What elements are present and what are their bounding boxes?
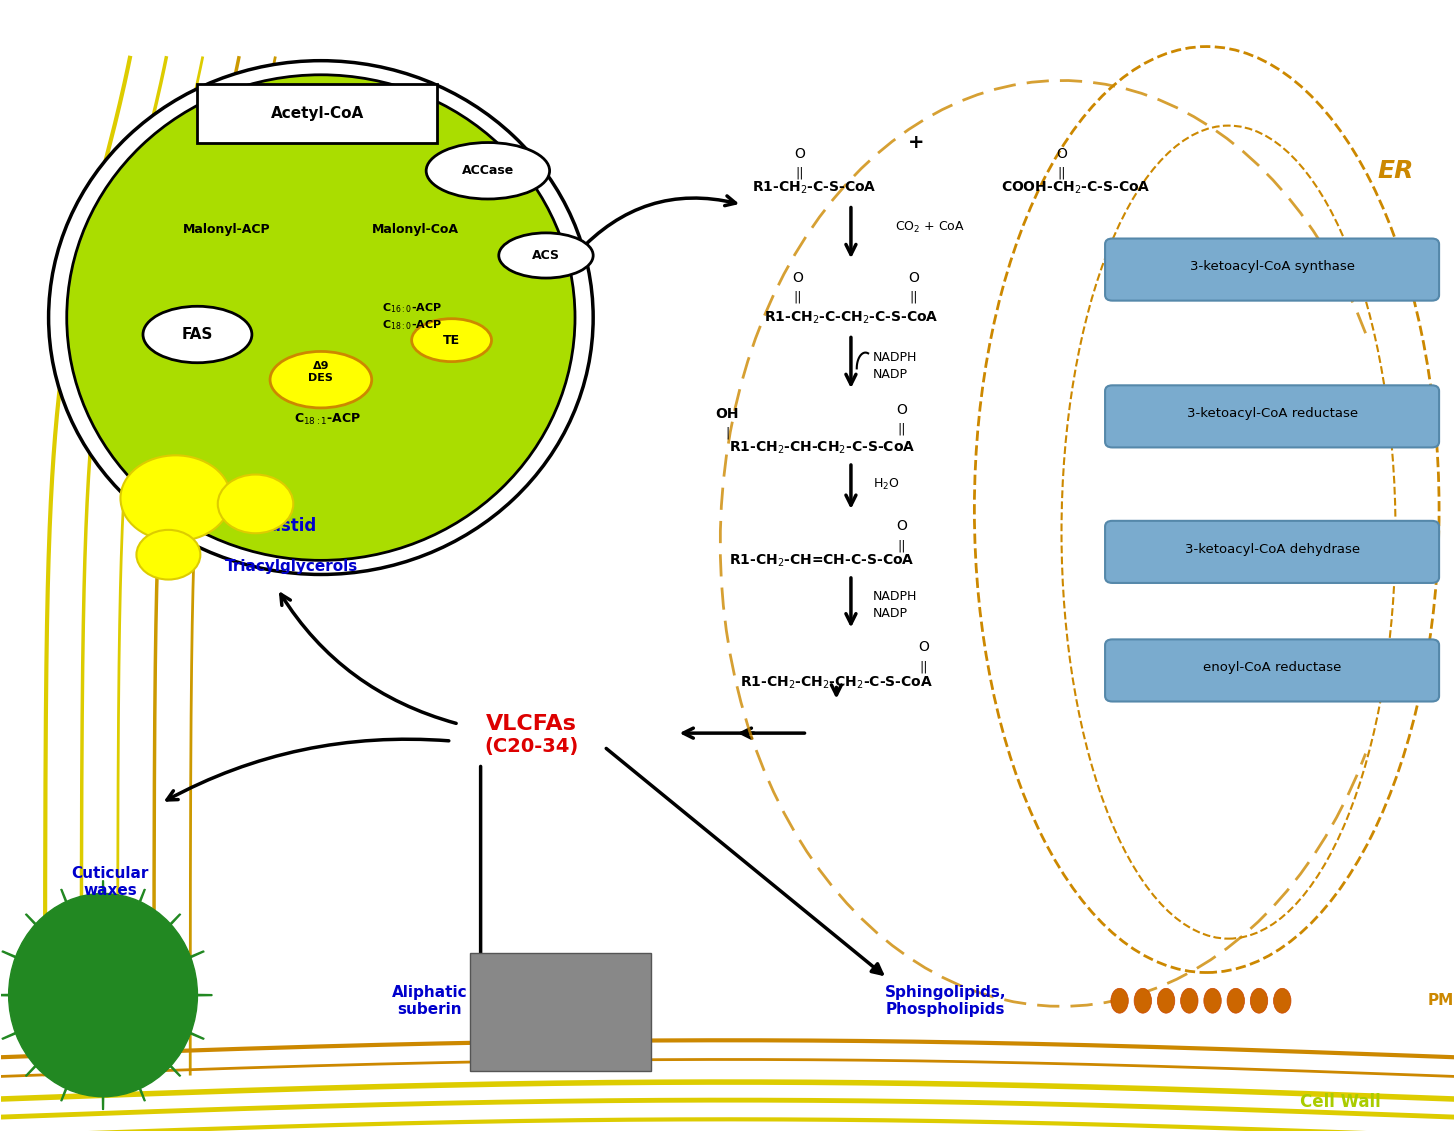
Ellipse shape (9, 893, 198, 1097)
FancyBboxPatch shape (1106, 521, 1439, 583)
Text: Cuticular
waxes: Cuticular waxes (71, 866, 148, 899)
Text: PM: PM (1427, 993, 1454, 1009)
Text: Triacylglycerols: Triacylglycerols (226, 558, 358, 574)
Text: ||: || (898, 423, 906, 436)
Text: R1-CH$_2$-CH=CH-C-S-CoA: R1-CH$_2$-CH=CH-C-S-CoA (729, 552, 915, 568)
Ellipse shape (1250, 988, 1267, 1013)
Text: enoyl-CoA reductase: enoyl-CoA reductase (1203, 661, 1342, 675)
Text: Δ9
DES: Δ9 DES (308, 361, 333, 383)
Text: C$_{18:0}$-ACP: C$_{18:0}$-ACP (381, 318, 442, 333)
Polygon shape (0, 994, 13, 996)
Text: ACS: ACS (533, 249, 560, 261)
Ellipse shape (1180, 988, 1197, 1013)
Ellipse shape (1133, 988, 1151, 1013)
Text: O: O (918, 641, 928, 654)
Text: (C20-34): (C20-34) (485, 737, 579, 756)
Polygon shape (26, 1062, 39, 1077)
Text: Sphingolipids,
Phospholipids: Sphingolipids, Phospholipids (885, 985, 1005, 1017)
Text: ||: || (793, 291, 802, 303)
Ellipse shape (1227, 988, 1244, 1013)
FancyBboxPatch shape (1106, 640, 1439, 702)
Text: FAS: FAS (182, 327, 212, 342)
Polygon shape (186, 1030, 204, 1039)
Text: ||: || (920, 660, 928, 674)
Ellipse shape (499, 233, 594, 278)
Text: ||: || (898, 539, 906, 552)
Text: R1-CH$_2$-CH$_2$-CH$_2$-C-S-CoA: R1-CH$_2$-CH$_2$-CH$_2$-C-S-CoA (741, 675, 933, 691)
Polygon shape (137, 890, 146, 908)
Text: NADP: NADP (873, 607, 908, 620)
Text: R1-CH$_2$-C-S-CoA: R1-CH$_2$-C-S-CoA (752, 180, 877, 196)
Text: Aliphatic
suberin: Aliphatic suberin (391, 985, 467, 1017)
Ellipse shape (48, 61, 594, 574)
Text: R1-CH$_2$-CH-CH$_2$-C-S-CoA: R1-CH$_2$-CH-CH$_2$-C-S-CoA (729, 439, 915, 456)
Polygon shape (166, 1062, 180, 1077)
Text: COOH-CH$_2$-C-S-CoA: COOH-CH$_2$-C-S-CoA (1001, 180, 1151, 196)
Polygon shape (166, 914, 180, 929)
Ellipse shape (412, 319, 492, 361)
Text: Malonyl-ACP: Malonyl-ACP (183, 223, 271, 235)
Text: O: O (794, 147, 806, 161)
Polygon shape (61, 1082, 70, 1101)
Text: TE: TE (442, 334, 460, 346)
Text: C$_{18:1}$-ACP: C$_{18:1}$-ACP (294, 412, 362, 427)
Text: 3-ketoacyl-CoA synthase: 3-ketoacyl-CoA synthase (1190, 260, 1355, 273)
Text: Acetyl-CoA: Acetyl-CoA (271, 105, 365, 121)
Text: ER: ER (1378, 158, 1414, 182)
Text: C$_{16:0}$-ACP: C$_{16:0}$-ACP (381, 301, 442, 316)
Text: 3-ketoacyl-CoA reductase: 3-ketoacyl-CoA reductase (1186, 408, 1358, 420)
Text: O: O (1056, 147, 1067, 161)
Text: NADPH: NADPH (873, 590, 917, 603)
FancyBboxPatch shape (1106, 385, 1439, 447)
Text: ||: || (796, 166, 805, 180)
Text: VLCFAs: VLCFAs (486, 714, 576, 734)
Text: +: + (908, 134, 924, 152)
Text: |: | (726, 427, 729, 439)
Text: R1-CH$_2$-C-CH$_2$-C-S-CoA: R1-CH$_2$-C-CH$_2$-C-S-CoA (764, 309, 938, 326)
Text: ||: || (909, 291, 918, 303)
Text: CO$_2$ + CoA: CO$_2$ + CoA (895, 220, 965, 234)
Text: O: O (896, 403, 908, 418)
Polygon shape (3, 1030, 20, 1039)
Circle shape (218, 474, 294, 533)
Text: OH: OH (716, 406, 739, 421)
Text: NADP: NADP (873, 368, 908, 380)
FancyBboxPatch shape (1106, 239, 1439, 301)
Circle shape (121, 455, 231, 541)
Circle shape (137, 530, 201, 580)
FancyBboxPatch shape (198, 84, 436, 143)
Ellipse shape (1110, 988, 1128, 1013)
Polygon shape (3, 951, 20, 960)
Text: 3-ketoacyl-CoA dehydrase: 3-ketoacyl-CoA dehydrase (1184, 542, 1359, 556)
Ellipse shape (143, 307, 252, 362)
Text: O: O (908, 271, 918, 285)
Ellipse shape (426, 143, 550, 199)
Polygon shape (26, 914, 39, 929)
Polygon shape (194, 994, 212, 996)
Text: O: O (896, 520, 908, 533)
Polygon shape (61, 890, 70, 908)
Text: Malonyl-CoA: Malonyl-CoA (372, 223, 458, 235)
Text: O: O (792, 271, 803, 285)
Text: ACCase: ACCase (461, 164, 514, 178)
Text: Cell Wall: Cell Wall (1301, 1094, 1381, 1112)
Text: H$_2$O: H$_2$O (873, 478, 899, 492)
Ellipse shape (1203, 988, 1221, 1013)
Text: NADPH: NADPH (873, 351, 917, 363)
Polygon shape (186, 951, 204, 960)
Text: Plastid: Plastid (253, 517, 317, 535)
FancyBboxPatch shape (470, 953, 650, 1071)
Ellipse shape (271, 351, 371, 408)
Ellipse shape (1157, 988, 1174, 1013)
Polygon shape (137, 1082, 146, 1101)
Ellipse shape (1273, 988, 1291, 1013)
Ellipse shape (67, 75, 575, 560)
Text: ||: || (1058, 166, 1065, 180)
